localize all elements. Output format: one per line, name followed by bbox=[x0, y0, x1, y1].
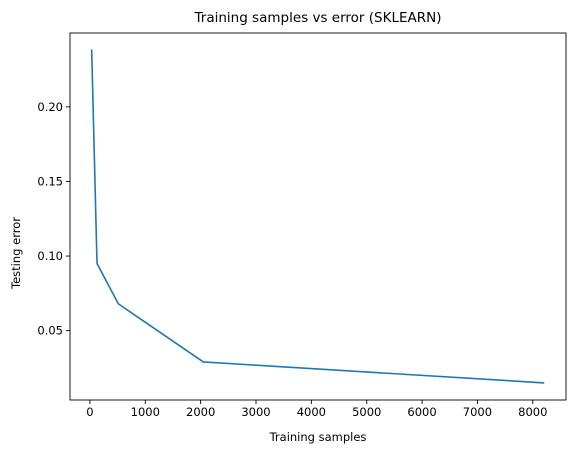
y-tick-label: 0.15 bbox=[37, 174, 63, 188]
x-tick-label: 2000 bbox=[186, 405, 215, 419]
x-axis-label: Training samples bbox=[269, 430, 367, 444]
x-tick-label: 8000 bbox=[518, 405, 547, 419]
x-tick-label: 7000 bbox=[463, 405, 492, 419]
y-tick-label: 0.20 bbox=[37, 100, 63, 114]
chart-title: Training samples vs error (SKLEARN) bbox=[194, 10, 442, 26]
x-tick-label: 0 bbox=[86, 405, 93, 419]
x-tick-label: 6000 bbox=[407, 405, 436, 419]
y-tick-label: 0.05 bbox=[37, 324, 63, 338]
x-tick-label: 3000 bbox=[241, 405, 270, 419]
x-tick-label: 4000 bbox=[297, 405, 326, 419]
series-line-0 bbox=[90, 49, 545, 384]
axes-frame bbox=[69, 32, 567, 401]
y-tick-label: 0.10 bbox=[37, 249, 63, 263]
x-tick-label: 5000 bbox=[352, 405, 381, 419]
plot-area: 0 1000 2000 3000 4000 5000 6000 7000 8000 0.05 0.1… bbox=[37, 32, 567, 419]
x-tick-label: 1000 bbox=[131, 405, 160, 419]
y-axis-label: Testing error bbox=[9, 217, 23, 290]
